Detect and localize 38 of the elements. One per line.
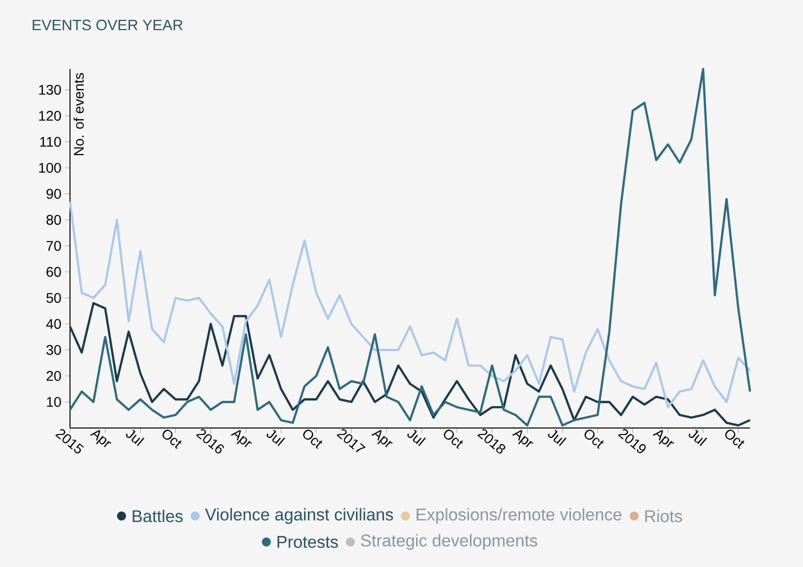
legend-label: Battles bbox=[132, 510, 183, 522]
line-series bbox=[68, 68, 752, 426]
y-tick-label: 20 bbox=[46, 370, 61, 381]
y-tick-label: 80 bbox=[46, 214, 61, 225]
y-tick-label: 30 bbox=[46, 344, 61, 355]
y-tick-label: 120 bbox=[39, 110, 61, 121]
chart-title: EVENTS OVER YEAR bbox=[32, 20, 183, 30]
legend-label: Violence against civilians bbox=[205, 508, 393, 524]
y-tick-label: 90 bbox=[46, 188, 61, 199]
x-tick-label: 2017 bbox=[336, 429, 366, 452]
x-tick-label: Jul bbox=[548, 430, 566, 446]
x-tick-label: Apr bbox=[652, 430, 674, 448]
x-tick-label: Oct bbox=[584, 430, 604, 449]
y-tick-label: 70 bbox=[46, 240, 61, 251]
y-tick-label: 110 bbox=[40, 136, 61, 147]
y-axis-title: No. of events bbox=[74, 73, 84, 156]
x-tick-label: Jul bbox=[688, 430, 708, 446]
legend-label: Protests bbox=[278, 536, 338, 548]
legend-label: Explosions/remote violence bbox=[416, 508, 622, 524]
x-tick-label: Apr bbox=[230, 430, 252, 448]
y-tick-label: 130 bbox=[39, 84, 61, 95]
legend-label: Strategic developments bbox=[360, 534, 538, 550]
y-tick-label: 40 bbox=[46, 318, 61, 329]
y-tick-label: 60 bbox=[46, 266, 61, 277]
x-tick-label: Oct bbox=[725, 430, 744, 449]
y-tick-label: 50 bbox=[46, 292, 61, 303]
x-tick-label: Oct bbox=[303, 430, 322, 449]
x-tick-label: Jul bbox=[126, 430, 144, 446]
x-tick-label: Oct bbox=[444, 430, 463, 449]
x-tick-label: Apr bbox=[371, 430, 393, 448]
x-tick-label: Jul bbox=[266, 430, 286, 446]
y-tick-label: 100 bbox=[39, 162, 61, 173]
x-tick-label: Apr bbox=[512, 430, 534, 448]
y-tick-label: 10 bbox=[46, 397, 61, 407]
x-tick-label: Oct bbox=[162, 430, 182, 449]
x-tick-label: Apr bbox=[90, 430, 112, 448]
legend-label: Riots bbox=[645, 510, 682, 522]
x-tick-label: Jul bbox=[407, 430, 426, 446]
